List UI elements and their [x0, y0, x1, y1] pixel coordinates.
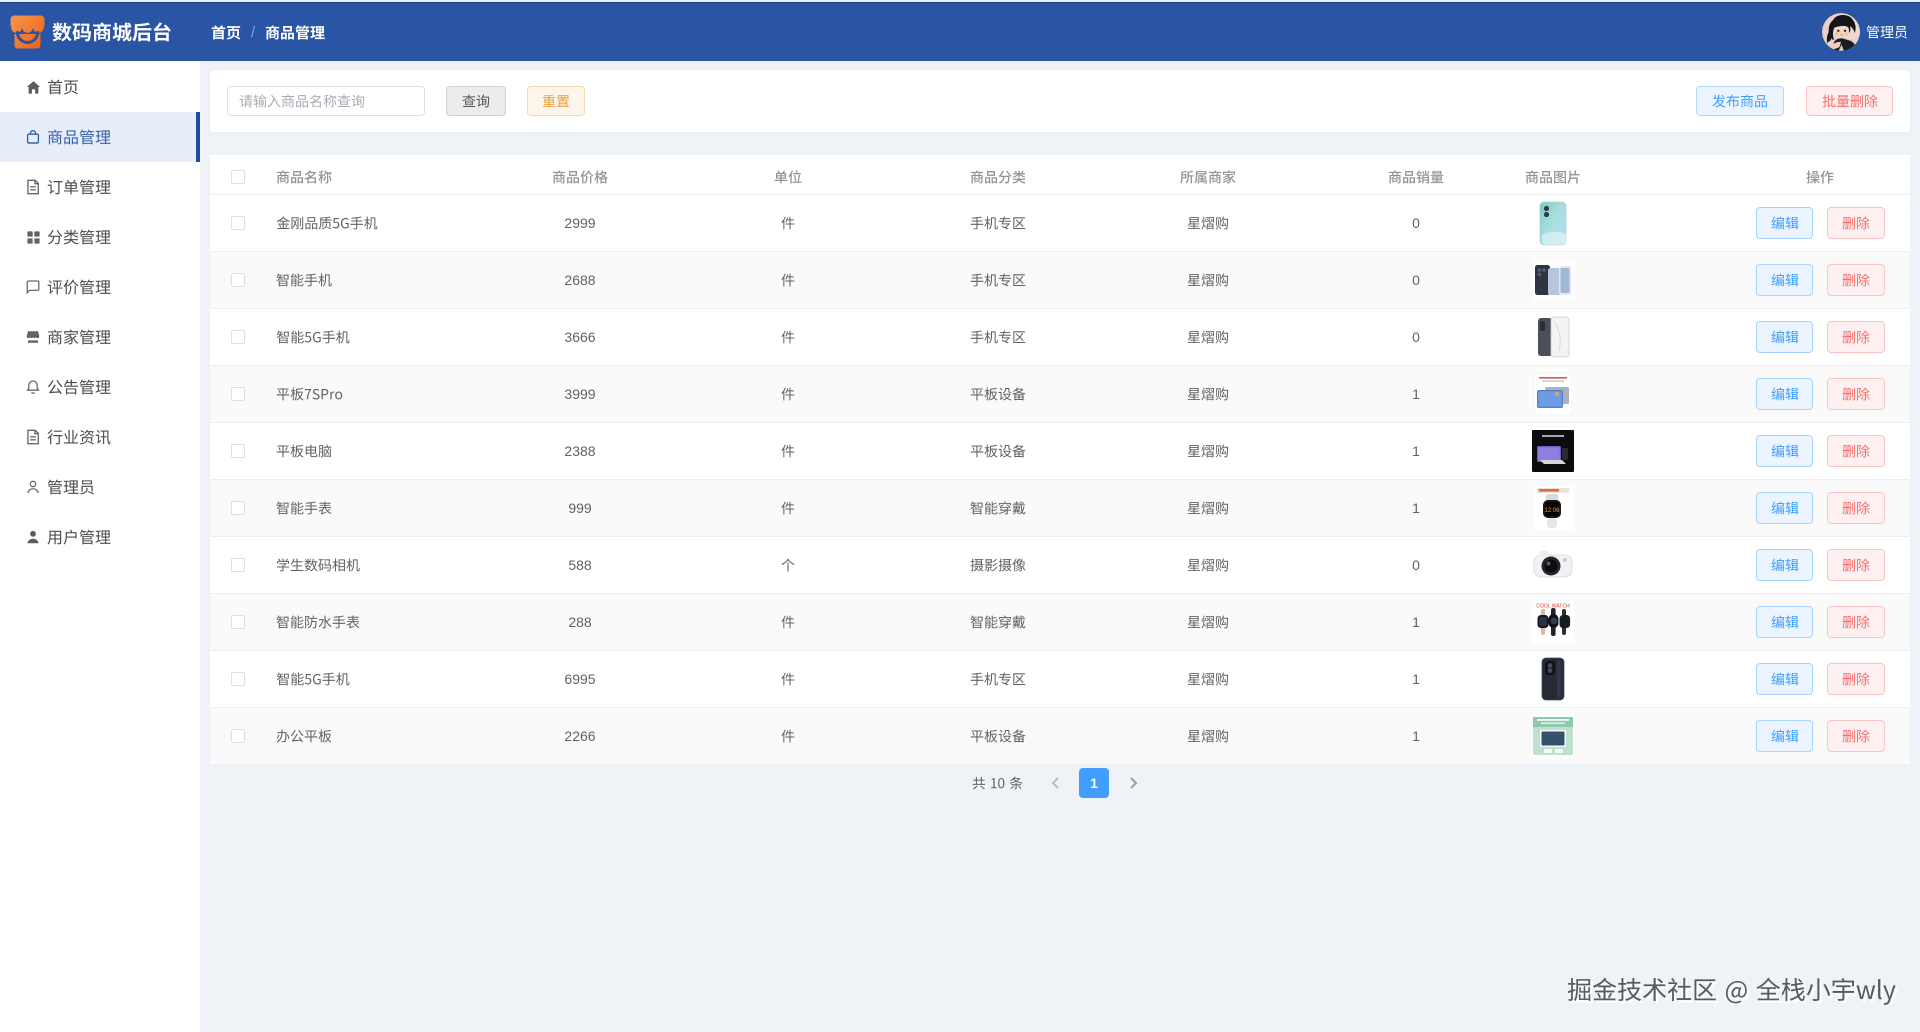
svg-text:COOL WATCH: COOL WATCH — [1536, 604, 1570, 610]
svg-text:12:06: 12:06 — [1544, 508, 1560, 514]
